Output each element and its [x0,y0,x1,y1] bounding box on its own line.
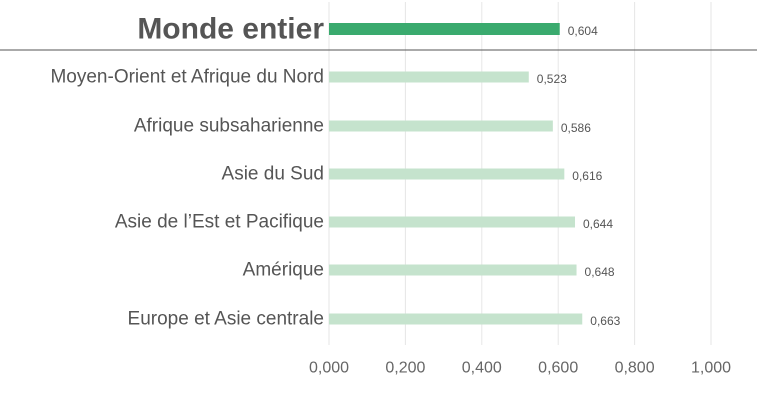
data-label: 0,523 [537,72,567,86]
data-label: 0,663 [590,314,620,328]
data-label: 0,644 [583,217,613,231]
bar [329,313,583,325]
x-tick-label: 0,600 [538,360,578,377]
data-label: 0,604 [568,24,598,38]
data-label: 0,648 [585,265,615,279]
value-labels: 0,604 0,523 0,586 0,616 0,644 0,648 0,663 [537,24,621,328]
data-label: 0,616 [572,169,602,183]
category-label: Moyen-Orient et Afrique du Nord [50,67,324,88]
category-label: Afrique subsaharienne [134,116,324,137]
bar [329,23,560,35]
bar [329,168,565,180]
x-tick-label: 0,200 [385,360,425,377]
bars [329,23,583,325]
category-label: Monde entier [137,13,324,46]
x-tick-label: 0,400 [462,360,502,377]
category-label: Europe et Asie centrale [128,309,324,330]
bar [329,71,529,83]
x-tick-label: 1,000 [691,360,731,377]
x-axis-tick-labels: 0,000 0,200 0,400 0,600 0,800 1,000 [309,360,731,377]
category-label: Asie de l’Est et Pacifique [115,212,324,233]
x-tick-label: 0,800 [615,360,655,377]
bar [329,216,576,228]
bar [329,264,577,276]
category-labels: Monde entier Moyen-Orient et Afrique du N… [50,13,324,330]
category-label: Asie du Sud [222,164,324,185]
bar [329,120,553,132]
data-label: 0,586 [561,121,591,135]
x-tick-label: 0,000 [309,360,349,377]
category-label: Amérique [243,260,324,281]
